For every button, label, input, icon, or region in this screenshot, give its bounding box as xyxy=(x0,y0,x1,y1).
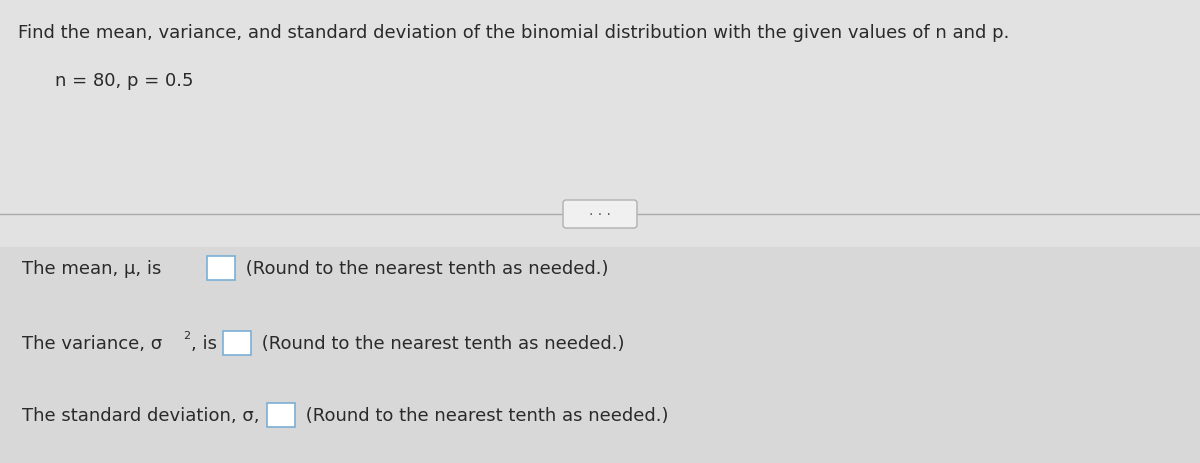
FancyBboxPatch shape xyxy=(266,403,295,427)
Text: n = 80, p = 0.5: n = 80, p = 0.5 xyxy=(55,72,193,90)
FancyBboxPatch shape xyxy=(208,257,235,281)
FancyBboxPatch shape xyxy=(223,332,251,355)
Text: · · ·: · · · xyxy=(589,207,611,221)
Text: , is: , is xyxy=(191,334,217,352)
Text: (Round to the nearest tenth as needed.): (Round to the nearest tenth as needed.) xyxy=(300,406,668,424)
Text: The standard deviation, σ, is: The standard deviation, σ, is xyxy=(22,406,280,424)
Text: (Round to the nearest tenth as needed.): (Round to the nearest tenth as needed.) xyxy=(240,259,608,277)
Text: The variance, σ: The variance, σ xyxy=(22,334,162,352)
Bar xyxy=(0,0,1200,248)
Text: The mean, μ, is: The mean, μ, is xyxy=(22,259,161,277)
Text: Find the mean, variance, and standard deviation of the binomial distribution wit: Find the mean, variance, and standard de… xyxy=(18,24,1009,42)
Text: 2: 2 xyxy=(182,330,190,340)
Text: (Round to the nearest tenth as needed.): (Round to the nearest tenth as needed.) xyxy=(256,334,624,352)
FancyBboxPatch shape xyxy=(563,200,637,229)
